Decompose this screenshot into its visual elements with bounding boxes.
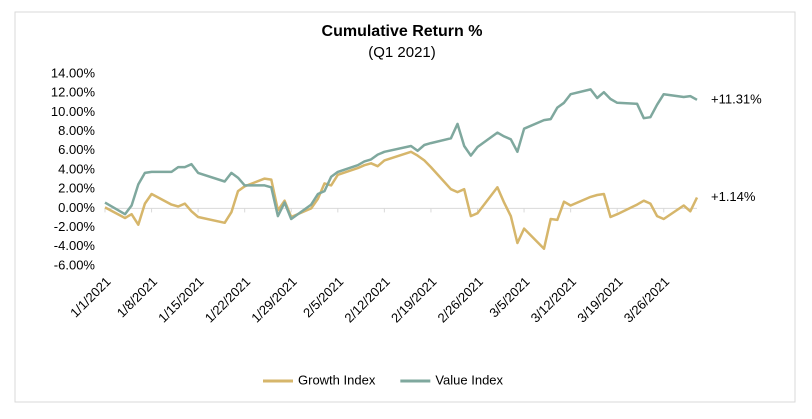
legend-label: Value Index [435, 372, 503, 387]
chart-title: Cumulative Return % [322, 23, 483, 40]
y-tick-label: -4.00% [54, 238, 96, 253]
y-tick-label: 10.00% [51, 104, 96, 119]
legend-label: Growth Index [298, 372, 376, 387]
y-tick-label: 0.00% [58, 200, 95, 215]
end-label: +1.14% [711, 189, 756, 204]
series-line [104, 150, 699, 250]
y-tick-label: -6.00% [54, 257, 96, 272]
y-tick-label: 14.00% [51, 65, 96, 80]
y-tick-label: 2.00% [58, 181, 95, 196]
end-label: +11.31% [711, 91, 762, 106]
y-tick-label: 8.00% [58, 123, 95, 138]
y-tick-label: 6.00% [58, 142, 95, 157]
y-tick-label: 12.00% [51, 85, 96, 100]
chart-subtitle: (Q1 2021) [368, 44, 436, 61]
y-tick-label: 4.00% [58, 161, 95, 176]
y-tick-label: -2.00% [54, 219, 96, 234]
series-line [104, 88, 698, 221]
